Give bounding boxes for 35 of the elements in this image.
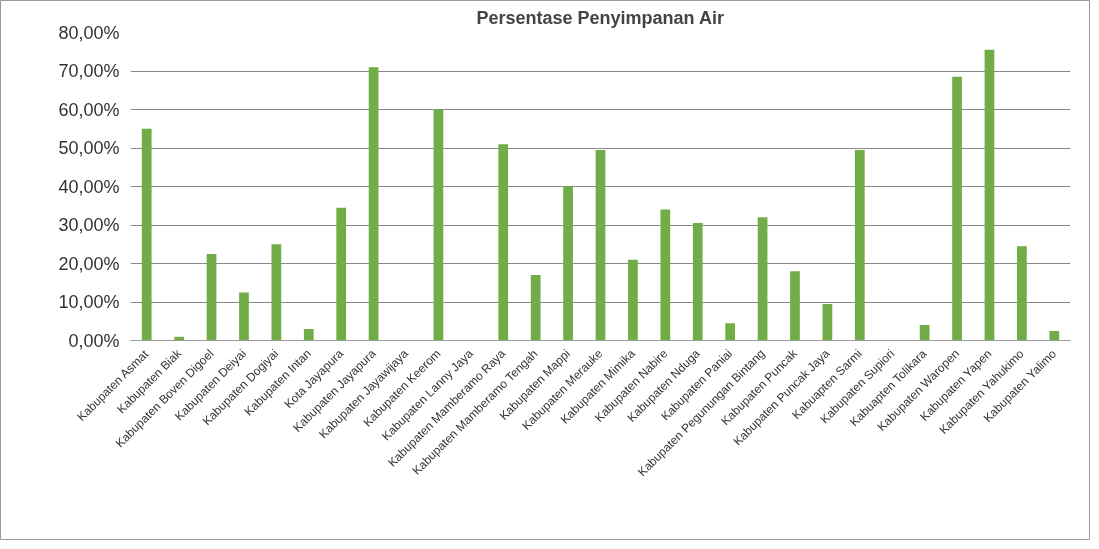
bar [725, 323, 736, 341]
bar [368, 67, 379, 341]
bar [336, 207, 347, 341]
bar [757, 217, 768, 341]
bar [271, 244, 282, 341]
bar [984, 49, 995, 341]
y-tick-label: 70,00% [58, 61, 120, 81]
bar [433, 109, 444, 341]
bar [563, 186, 573, 341]
bar [854, 149, 865, 341]
bar [303, 328, 314, 341]
bar [660, 209, 671, 341]
bar [141, 128, 152, 341]
bar [628, 259, 638, 341]
y-tick-label: 60,00% [58, 99, 120, 120]
bar [530, 275, 541, 341]
bar [595, 149, 606, 341]
bar [206, 253, 217, 341]
y-tick-label: 30,00% [58, 215, 120, 235]
bar [790, 271, 800, 341]
bar [919, 325, 930, 341]
bar [239, 292, 249, 341]
y-tick-label: 50,00% [58, 138, 120, 158]
bar [692, 223, 703, 341]
bar [1049, 330, 1060, 341]
y-tick-label: 40,00% [58, 176, 120, 197]
bar [952, 76, 962, 341]
y-tick-label: 10,00% [58, 292, 120, 312]
bar [1017, 246, 1027, 341]
bar [822, 303, 833, 341]
y-tick-label: 80,00% [58, 22, 120, 43]
bar [498, 144, 509, 341]
chart-title: Persentase Penyimpanan Air [476, 7, 724, 28]
y-tick-label: 0,00% [68, 330, 120, 351]
y-tick-label: 20,00% [58, 253, 120, 274]
